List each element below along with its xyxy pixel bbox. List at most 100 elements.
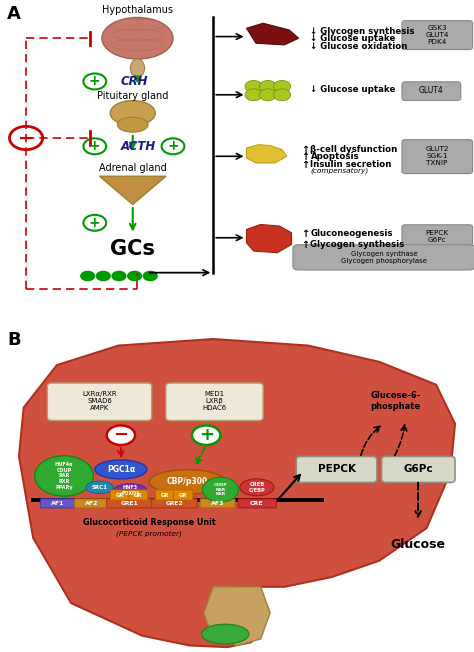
FancyBboxPatch shape: [40, 499, 75, 508]
Circle shape: [35, 456, 93, 496]
Ellipse shape: [240, 479, 274, 496]
FancyBboxPatch shape: [293, 244, 474, 270]
Circle shape: [162, 138, 184, 155]
FancyBboxPatch shape: [166, 383, 263, 421]
Text: ACTH: ACTH: [121, 140, 156, 153]
Circle shape: [111, 271, 127, 281]
Text: CRE: CRE: [250, 501, 264, 506]
Text: Apoptosis: Apoptosis: [310, 153, 359, 161]
Text: +: +: [89, 140, 100, 153]
Text: +: +: [89, 216, 100, 230]
Circle shape: [259, 80, 276, 93]
Text: ↑: ↑: [301, 145, 309, 155]
FancyBboxPatch shape: [402, 140, 473, 173]
FancyBboxPatch shape: [173, 490, 193, 500]
FancyBboxPatch shape: [402, 82, 461, 100]
Text: CBP/p300: CBP/p300: [167, 477, 208, 486]
Polygon shape: [204, 587, 270, 645]
Ellipse shape: [114, 484, 147, 497]
FancyBboxPatch shape: [128, 490, 148, 500]
Text: Adrenal gland: Adrenal gland: [99, 163, 166, 173]
Text: Hypothalamus: Hypothalamus: [102, 5, 173, 15]
Circle shape: [192, 425, 220, 445]
Circle shape: [273, 80, 291, 93]
Text: GLUT4: GLUT4: [419, 86, 444, 95]
Text: CREB
C/EBP: CREB C/EBP: [248, 482, 265, 493]
Text: ↑: ↑: [301, 240, 309, 250]
Text: ↓ Glycogen synthesis: ↓ Glycogen synthesis: [310, 27, 415, 36]
Circle shape: [245, 89, 262, 101]
Text: GR: GR: [116, 492, 124, 497]
Circle shape: [143, 271, 158, 281]
FancyBboxPatch shape: [238, 499, 276, 508]
Text: +: +: [199, 426, 214, 444]
FancyBboxPatch shape: [107, 499, 152, 508]
Text: (PEPCK promoter): (PEPCK promoter): [117, 531, 182, 537]
Text: AF3: AF3: [211, 501, 224, 506]
Text: −: −: [18, 128, 34, 147]
Text: A: A: [7, 5, 21, 23]
Circle shape: [202, 477, 238, 502]
Circle shape: [83, 74, 106, 89]
Ellipse shape: [149, 469, 225, 494]
Text: GCs: GCs: [110, 239, 155, 259]
Text: −: −: [113, 426, 128, 444]
Circle shape: [96, 271, 111, 281]
Circle shape: [259, 89, 276, 101]
Text: Gluconeogenesis: Gluconeogenesis: [310, 230, 393, 239]
FancyBboxPatch shape: [152, 499, 197, 508]
Text: ↓ Glucose uptake: ↓ Glucose uptake: [310, 85, 396, 95]
Text: ↑: ↑: [301, 153, 309, 162]
Circle shape: [83, 215, 106, 231]
Polygon shape: [100, 176, 166, 205]
Ellipse shape: [130, 59, 145, 78]
Text: ↓ Glucose oxidation: ↓ Glucose oxidation: [310, 42, 408, 51]
Ellipse shape: [86, 481, 113, 494]
FancyBboxPatch shape: [296, 456, 377, 482]
Text: GSK3
GLUT4
PDK4: GSK3 GLUT4 PDK4: [425, 25, 449, 45]
FancyBboxPatch shape: [47, 383, 152, 421]
Ellipse shape: [110, 100, 155, 126]
Text: Pituitary gland: Pituitary gland: [97, 91, 168, 102]
Text: LXRα/RXR
SMAD6
AMPK: LXRα/RXR SMAD6 AMPK: [82, 391, 117, 411]
Text: GR: GR: [134, 492, 142, 497]
FancyBboxPatch shape: [200, 499, 235, 508]
Ellipse shape: [201, 625, 249, 644]
Text: AF1: AF1: [51, 501, 64, 506]
Text: (compensatory): (compensatory): [310, 168, 369, 174]
Circle shape: [80, 271, 95, 281]
Polygon shape: [246, 224, 292, 253]
Circle shape: [9, 126, 43, 149]
Text: HNF3
FOXO1: HNF3 FOXO1: [121, 485, 140, 496]
Text: MED1
LXRβ
HDAC6: MED1 LXRβ HDAC6: [202, 391, 227, 411]
FancyBboxPatch shape: [382, 456, 455, 482]
FancyBboxPatch shape: [110, 490, 130, 500]
Text: PGC1α: PGC1α: [107, 465, 135, 474]
Text: ↓ Glucose uptake: ↓ Glucose uptake: [310, 35, 396, 43]
Circle shape: [107, 425, 135, 445]
Text: PEPCK
G6Pc: PEPCK G6Pc: [426, 230, 448, 243]
Polygon shape: [19, 339, 455, 647]
Text: GRE1: GRE1: [120, 501, 138, 506]
Text: +: +: [167, 140, 179, 153]
FancyBboxPatch shape: [402, 21, 473, 50]
Text: AF2: AF2: [85, 501, 99, 506]
FancyBboxPatch shape: [402, 225, 473, 248]
Text: Insulin secretion: Insulin secretion: [310, 160, 392, 169]
Text: Glucose-6-
phosphate: Glucose-6- phosphate: [371, 391, 421, 411]
Text: β-cell dysfunction: β-cell dysfunction: [310, 145, 398, 154]
Ellipse shape: [95, 460, 147, 479]
Text: SRC1: SRC1: [91, 485, 108, 490]
Text: HNF4α
COUP
RAR
RXR
PPARγ: HNF4α COUP RAR RXR PPARγ: [55, 462, 73, 490]
Text: CRH: CRH: [121, 75, 148, 88]
Text: Glycogen synthase
Glycogen phosphorylase: Glycogen synthase Glycogen phosphorylase: [341, 250, 427, 263]
Text: G6Pc: G6Pc: [403, 464, 433, 475]
Text: COUP
RAR
RXR: COUP RAR RXR: [214, 483, 227, 496]
Circle shape: [83, 138, 106, 155]
Text: Glucose: Glucose: [391, 538, 446, 551]
Text: B: B: [7, 331, 21, 349]
Circle shape: [245, 80, 262, 93]
Text: GRE2: GRE2: [165, 501, 183, 506]
Ellipse shape: [102, 18, 173, 59]
Text: GR: GR: [161, 492, 169, 497]
